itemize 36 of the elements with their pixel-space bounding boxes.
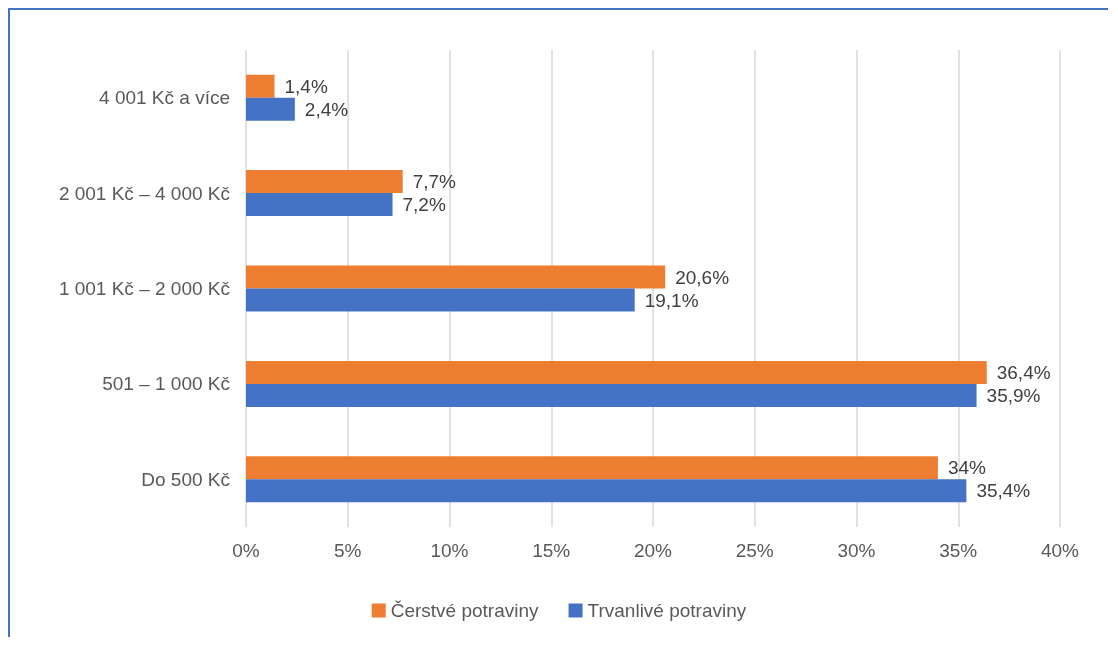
- y-tick-label: Do 500 Kč: [141, 468, 230, 490]
- bar: [246, 74, 275, 98]
- data-label: 19,1%: [644, 289, 699, 311]
- y-tick-label: 2 001 Kč – 4 000 Kč: [58, 182, 230, 204]
- data-label: 35,4%: [976, 480, 1031, 502]
- y-tick-label: 4 001 Kč a více: [99, 87, 230, 109]
- data-label: 7,2%: [402, 194, 446, 216]
- x-tick-label: 5%: [334, 540, 362, 561]
- y-tick-label: 501 – 1 000 Kč: [102, 373, 230, 395]
- bar: [246, 360, 987, 384]
- x-tick-label: 40%: [1040, 540, 1080, 561]
- bar: [246, 193, 393, 217]
- bar: [246, 97, 295, 121]
- x-tick-label: 10%: [430, 540, 469, 561]
- data-label: 34%: [947, 457, 987, 479]
- data-label: 35,9%: [986, 384, 1041, 406]
- x-tick-label: 20%: [633, 540, 673, 561]
- bar: [246, 383, 977, 407]
- x-tick-label: 15%: [532, 540, 571, 561]
- x-tick-label: 30%: [837, 540, 876, 561]
- bar: [246, 288, 635, 312]
- bar: [246, 170, 403, 194]
- data-label: 20,6%: [675, 266, 730, 288]
- data-label: 1,4%: [284, 75, 328, 97]
- legend-label: Trvanlivé potraviny: [587, 600, 747, 621]
- bar: [246, 479, 967, 503]
- y-tick-label: 1 001 Kč – 2 000 Kč: [58, 278, 230, 299]
- x-tick-label: 0%: [232, 540, 260, 561]
- bar: [246, 265, 666, 289]
- x-tick-label: 35%: [939, 540, 978, 561]
- x-tick-label: 25%: [735, 540, 774, 561]
- legend-label: Čerstvé potraviny: [390, 600, 540, 621]
- data-label: 36,4%: [996, 361, 1051, 383]
- data-label: 7,7%: [412, 171, 457, 193]
- bar: [246, 456, 938, 480]
- data-label: 2,4%: [304, 98, 349, 120]
